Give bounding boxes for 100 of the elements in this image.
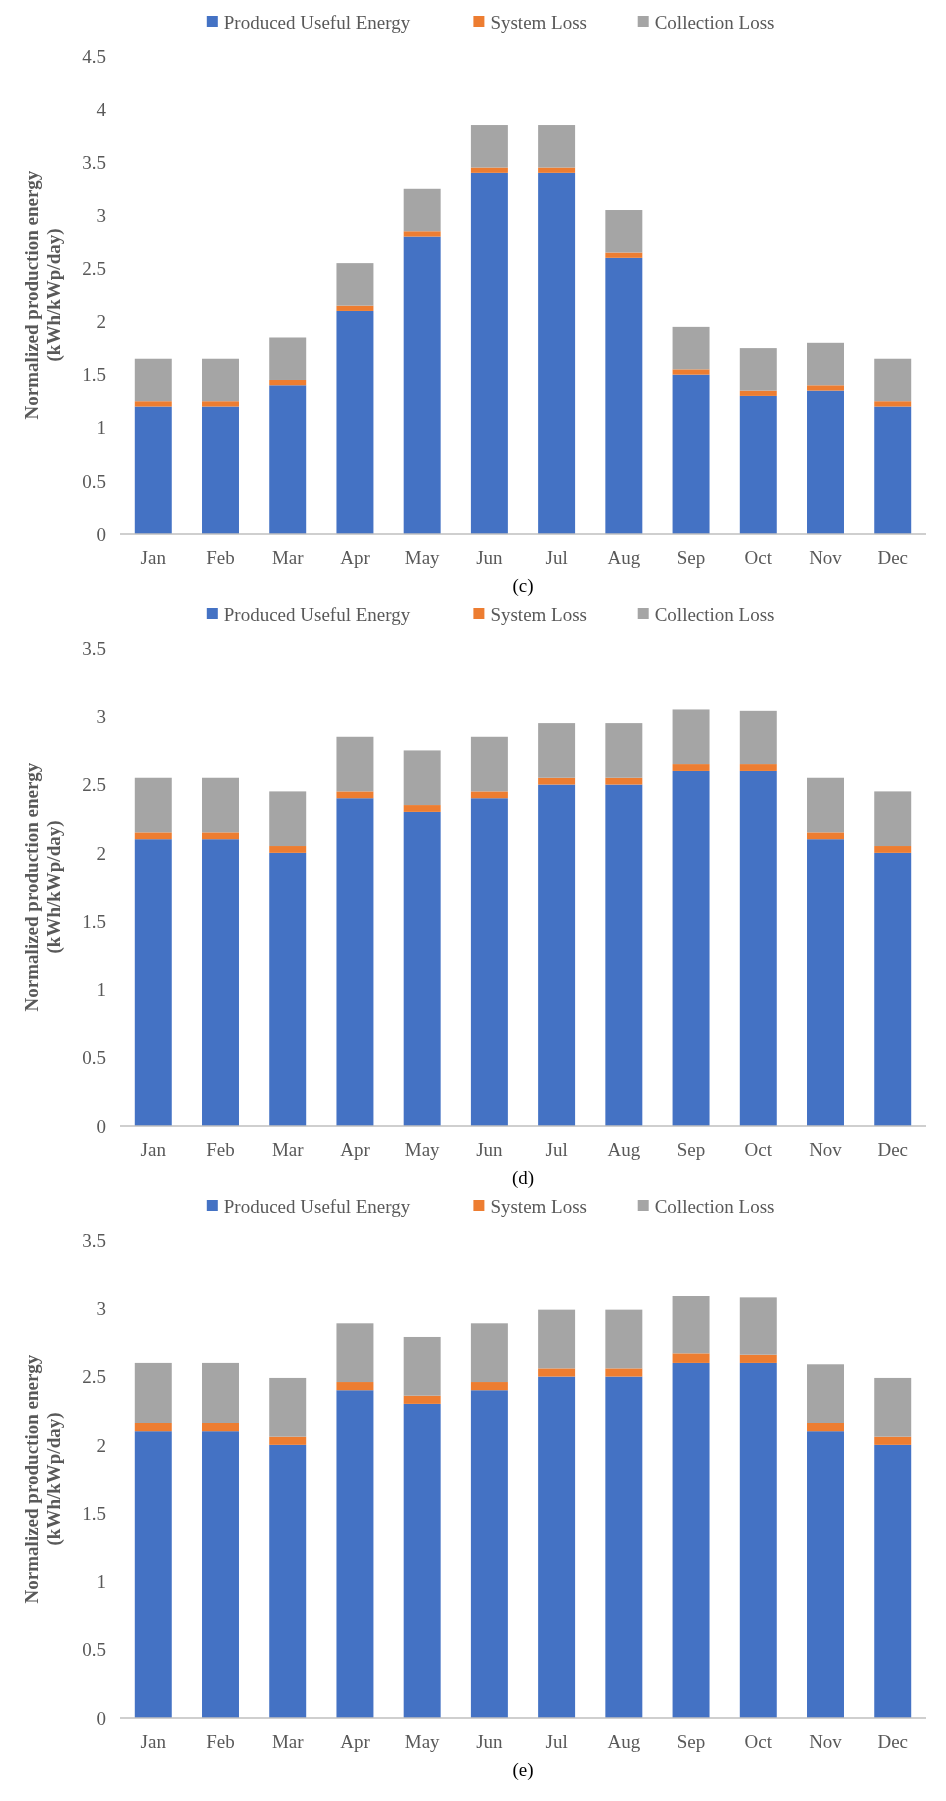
bar: [807, 342, 844, 386]
bar: [874, 358, 912, 402]
bar: [807, 390, 844, 534]
bar: [202, 358, 239, 402]
x-tick-label: May: [404, 1731, 441, 1752]
bar: [807, 1423, 844, 1432]
bar: [739, 1362, 777, 1718]
bar: [538, 777, 576, 785]
bar: [134, 358, 172, 402]
y-tick-label: 3.5: [82, 151, 106, 173]
bar: [336, 1323, 374, 1383]
bar: [538, 1309, 576, 1369]
bar: [538, 1376, 576, 1718]
y-axis-title: Normalized production energy (kWh/kWp/day): [21, 1354, 65, 1604]
x-tick-label: Feb: [206, 547, 235, 568]
bar: [134, 1362, 172, 1424]
bar: [605, 784, 643, 1126]
legend-label: System Loss: [490, 1195, 588, 1217]
x-tick-label: Apr: [340, 1731, 371, 1752]
y-tick-label: 2.5: [82, 258, 106, 280]
bar: [807, 777, 844, 833]
y-tick-label: 0.5: [82, 1639, 106, 1661]
bar: [336, 263, 374, 306]
x-tick-label: Mar: [271, 1139, 305, 1160]
bar: [403, 750, 441, 806]
bar: [470, 125, 508, 168]
y-tick-label: 1.5: [82, 910, 106, 932]
bar: [807, 839, 844, 1126]
bar: [202, 401, 239, 407]
bar: [336, 736, 374, 792]
legend-label: Produced Useful Energy: [223, 11, 411, 33]
text: (e): [512, 1759, 534, 1781]
bar: [269, 1436, 307, 1445]
bar: [874, 852, 912, 1126]
bar: [403, 1336, 441, 1396]
bar: [470, 1323, 508, 1383]
bar: [807, 832, 844, 840]
bar: [538, 167, 576, 173]
x-tick-label: May: [404, 547, 441, 568]
y-tick-label: 2.5: [82, 1366, 106, 1388]
text: (d): [511, 1167, 535, 1189]
x-tick-label: Aug: [607, 1731, 641, 1752]
bar: [538, 784, 576, 1126]
bar: [336, 1390, 374, 1718]
bar: [336, 310, 374, 534]
bar: [739, 348, 777, 391]
y-tick-label: 2: [96, 1434, 106, 1456]
bar: [605, 252, 643, 258]
bar: [202, 1423, 239, 1432]
bar: [470, 167, 508, 173]
bar: [874, 791, 912, 847]
bar: [605, 1368, 643, 1377]
y-tick-label: 0: [96, 1707, 106, 1729]
bar: [134, 401, 172, 407]
y-tick-label: 1: [96, 979, 106, 1001]
bar: [739, 1297, 777, 1355]
y-tick-label: 1.5: [82, 1502, 106, 1524]
x-tick-label: Nov: [809, 547, 843, 568]
bar: [403, 188, 441, 232]
bar: [874, 401, 912, 407]
bar: [202, 406, 239, 534]
bar: [202, 839, 239, 1126]
x-tick-label: Dec: [877, 547, 909, 568]
x-tick-label: Jun: [476, 1731, 504, 1752]
bar: [269, 379, 307, 386]
y-tick-label: 1: [96, 1571, 106, 1593]
x-tick-label: Nov: [809, 1731, 843, 1752]
bar: [874, 1444, 912, 1718]
bar: [336, 791, 374, 799]
bar: [874, 1377, 912, 1437]
bar: [739, 390, 777, 396]
bar: [672, 369, 710, 375]
bar: [538, 172, 576, 534]
x-tick-label: Aug: [607, 547, 641, 568]
bar: [470, 1390, 508, 1718]
bar: [672, 374, 710, 534]
y-tick-label: 2: [96, 311, 106, 333]
bar: [470, 1382, 508, 1391]
bar: [134, 1423, 172, 1432]
x-tick-label: Jan: [140, 547, 167, 568]
x-tick-label: May: [404, 1139, 441, 1160]
x-tick-label: Sep: [676, 1731, 706, 1752]
legend-label: Collection Loss: [654, 603, 775, 625]
bar: [672, 1362, 710, 1718]
y-axis-title: Normalized production energy (kWh/kWp/day): [21, 762, 65, 1012]
bar: [538, 125, 576, 168]
y-tick-label: 1: [96, 417, 106, 439]
bar: [739, 764, 777, 771]
x-tick-label: Apr: [340, 547, 371, 568]
text: (c): [512, 575, 534, 597]
y-tick-label: 2.5: [82, 774, 106, 796]
bar: [269, 846, 307, 853]
y-tick-label: 4: [96, 98, 107, 120]
bar: [874, 1436, 912, 1445]
bar: [605, 777, 643, 785]
bar: [403, 236, 441, 534]
x-tick-label: Oct: [744, 1731, 773, 1752]
bar: [269, 1377, 307, 1437]
bar: [134, 839, 172, 1126]
bar: [134, 406, 172, 534]
